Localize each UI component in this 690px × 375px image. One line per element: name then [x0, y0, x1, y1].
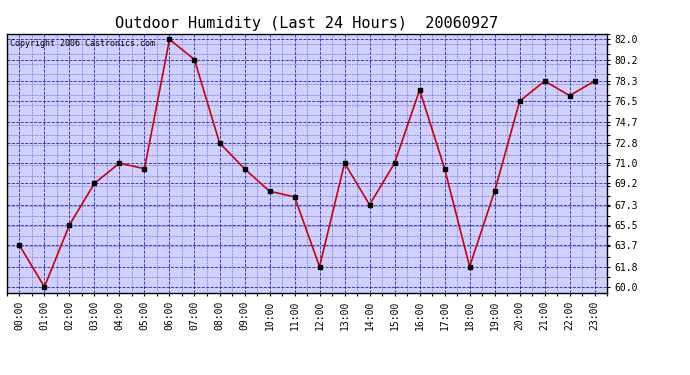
Text: Copyright 2006 Castronics.com: Copyright 2006 Castronics.com — [10, 39, 155, 48]
Title: Outdoor Humidity (Last 24 Hours)  20060927: Outdoor Humidity (Last 24 Hours) 2006092… — [115, 16, 499, 31]
